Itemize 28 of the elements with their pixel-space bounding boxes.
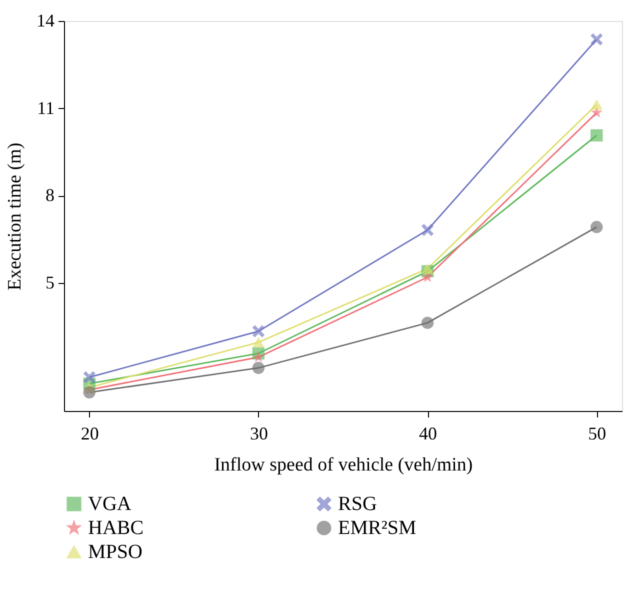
y-tick-label: 14 (36, 10, 54, 30)
x-tick-label: 30 (250, 424, 268, 444)
legend-label: HABC (88, 517, 144, 539)
point (83, 386, 96, 398)
y-axis-title: Execution time (m) (4, 142, 26, 290)
y-tick-label: 5 (46, 272, 54, 292)
x-tick-label: 50 (588, 424, 606, 444)
point (421, 316, 434, 329)
point (590, 220, 603, 234)
y-tick-label: 11 (37, 98, 54, 118)
legend-label: MPSO (88, 541, 142, 563)
point (590, 99, 603, 110)
point (252, 362, 265, 374)
legend-label: VGA (88, 493, 132, 515)
x-tick-label: 40 (419, 424, 438, 444)
x-axis-title: Inflow speed of vehicle (veh/min) (214, 454, 473, 476)
point (421, 263, 434, 274)
point (252, 351, 264, 362)
point (83, 371, 96, 384)
point (590, 129, 603, 142)
point (421, 224, 434, 236)
y-tick-label: 8 (46, 185, 54, 206)
point (590, 33, 603, 46)
legend-label: EMR²SM (338, 517, 416, 539)
point (252, 325, 265, 338)
point (252, 337, 265, 348)
legend-label: RSG (338, 493, 377, 515)
x-tick-label: 20 (80, 424, 99, 444)
